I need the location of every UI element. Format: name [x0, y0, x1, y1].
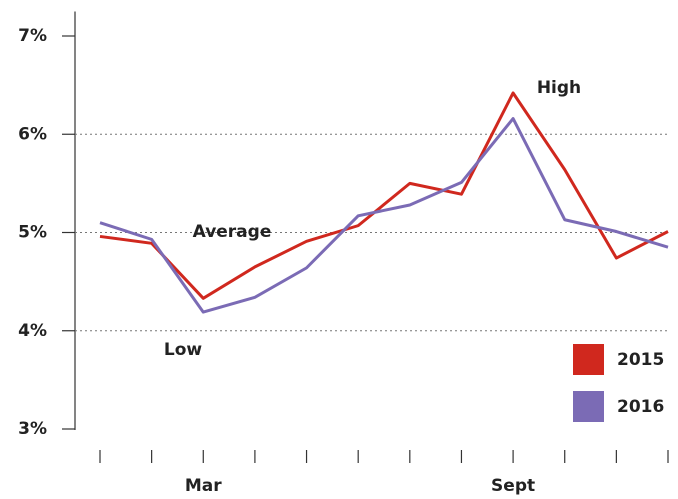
- series-line: [99, 117, 669, 314]
- series-line: [99, 91, 669, 300]
- legend-swatch: [573, 391, 604, 422]
- legend-swatch: [573, 344, 604, 375]
- annotation: Low: [164, 340, 203, 360]
- legend-label: 2015: [617, 350, 664, 370]
- x-tick-label: Mar: [185, 476, 222, 496]
- y-tick-label: 5%: [18, 223, 47, 243]
- y-tick-label: 6%: [18, 124, 47, 144]
- legend-label: 2016: [617, 397, 664, 417]
- annotation: Average: [193, 222, 272, 242]
- y-tick-label: 4%: [18, 321, 47, 341]
- y-tick-label: 7%: [18, 26, 47, 46]
- annotation: High: [537, 78, 581, 98]
- x-tick-label: Sept: [491, 476, 535, 496]
- y-tick-label: 3%: [18, 419, 47, 439]
